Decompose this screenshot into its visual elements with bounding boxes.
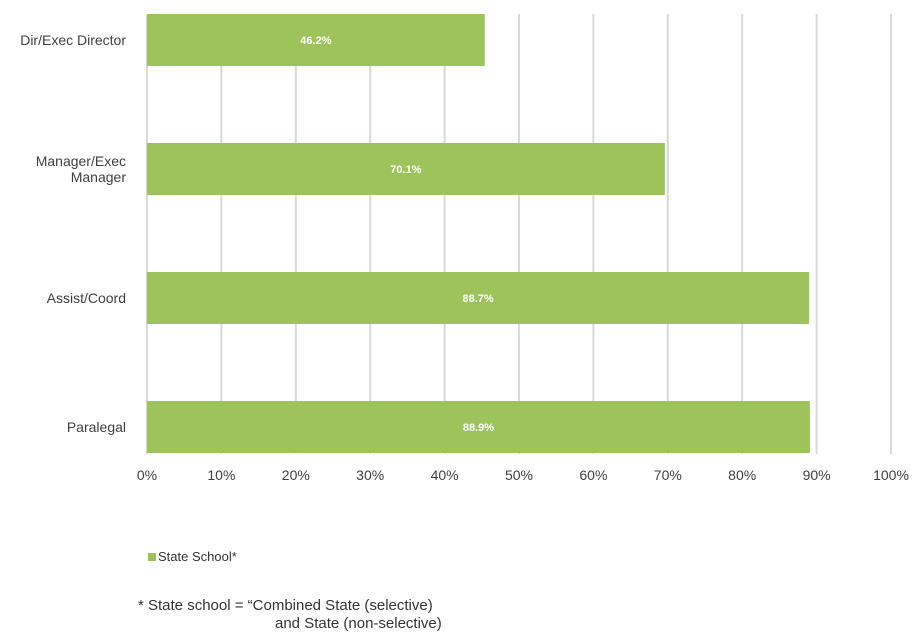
bar xyxy=(147,272,810,324)
bar xyxy=(147,143,665,195)
category-label: Manager/Exec Manager xyxy=(36,153,127,185)
x-tick-labels: 0% 10% 20% 30% 40% 50% 60% 70% 80% 90% 100% xyxy=(137,467,909,483)
legend: State School* xyxy=(148,549,237,564)
category-label: Paralegal xyxy=(67,419,126,435)
bars xyxy=(147,14,810,453)
bar xyxy=(147,401,810,453)
x-tick-label: 50% xyxy=(505,467,533,483)
bar-data-label: 88.9% xyxy=(463,422,494,434)
category-labels: Dir/Exec Director Manager/Exec Manager Assi… xyxy=(20,32,126,435)
gridlines xyxy=(146,14,892,454)
bar-data-label: 88.7% xyxy=(462,293,493,305)
legend-label: State School* xyxy=(158,549,237,564)
x-tick-label: 90% xyxy=(803,467,831,483)
legend-swatch xyxy=(148,552,156,561)
bar xyxy=(147,14,485,66)
bar-data-label: 70.1% xyxy=(390,164,421,176)
footnote-line-2: and State (non-selective) xyxy=(275,615,442,632)
category-label: Assist/Coord xyxy=(47,290,126,306)
x-tick-label: 80% xyxy=(728,467,756,483)
x-tick-label: 100% xyxy=(873,467,909,483)
x-tick-label: 20% xyxy=(282,467,310,483)
footnote-line-1: * State school = “Combined State (select… xyxy=(138,597,433,614)
x-tick-label: 0% xyxy=(137,467,157,483)
data-labels: 46.2% 70.1% 88.7% 88.9% xyxy=(300,35,494,434)
x-tick-label: 70% xyxy=(654,467,682,483)
category-label: Dir/Exec Director xyxy=(20,32,126,48)
x-tick-label: 10% xyxy=(207,467,235,483)
bar-data-label: 46.2% xyxy=(300,35,331,47)
bar-chart: 46.2% 70.1% 88.7% 88.9% Dir/Exec Director Ma… xyxy=(20,14,909,483)
x-tick-label: 40% xyxy=(431,467,459,483)
footnote: * State school = “Combined State (select… xyxy=(138,597,442,633)
x-tick-label: 60% xyxy=(579,467,607,483)
x-tick-label: 30% xyxy=(356,467,384,483)
